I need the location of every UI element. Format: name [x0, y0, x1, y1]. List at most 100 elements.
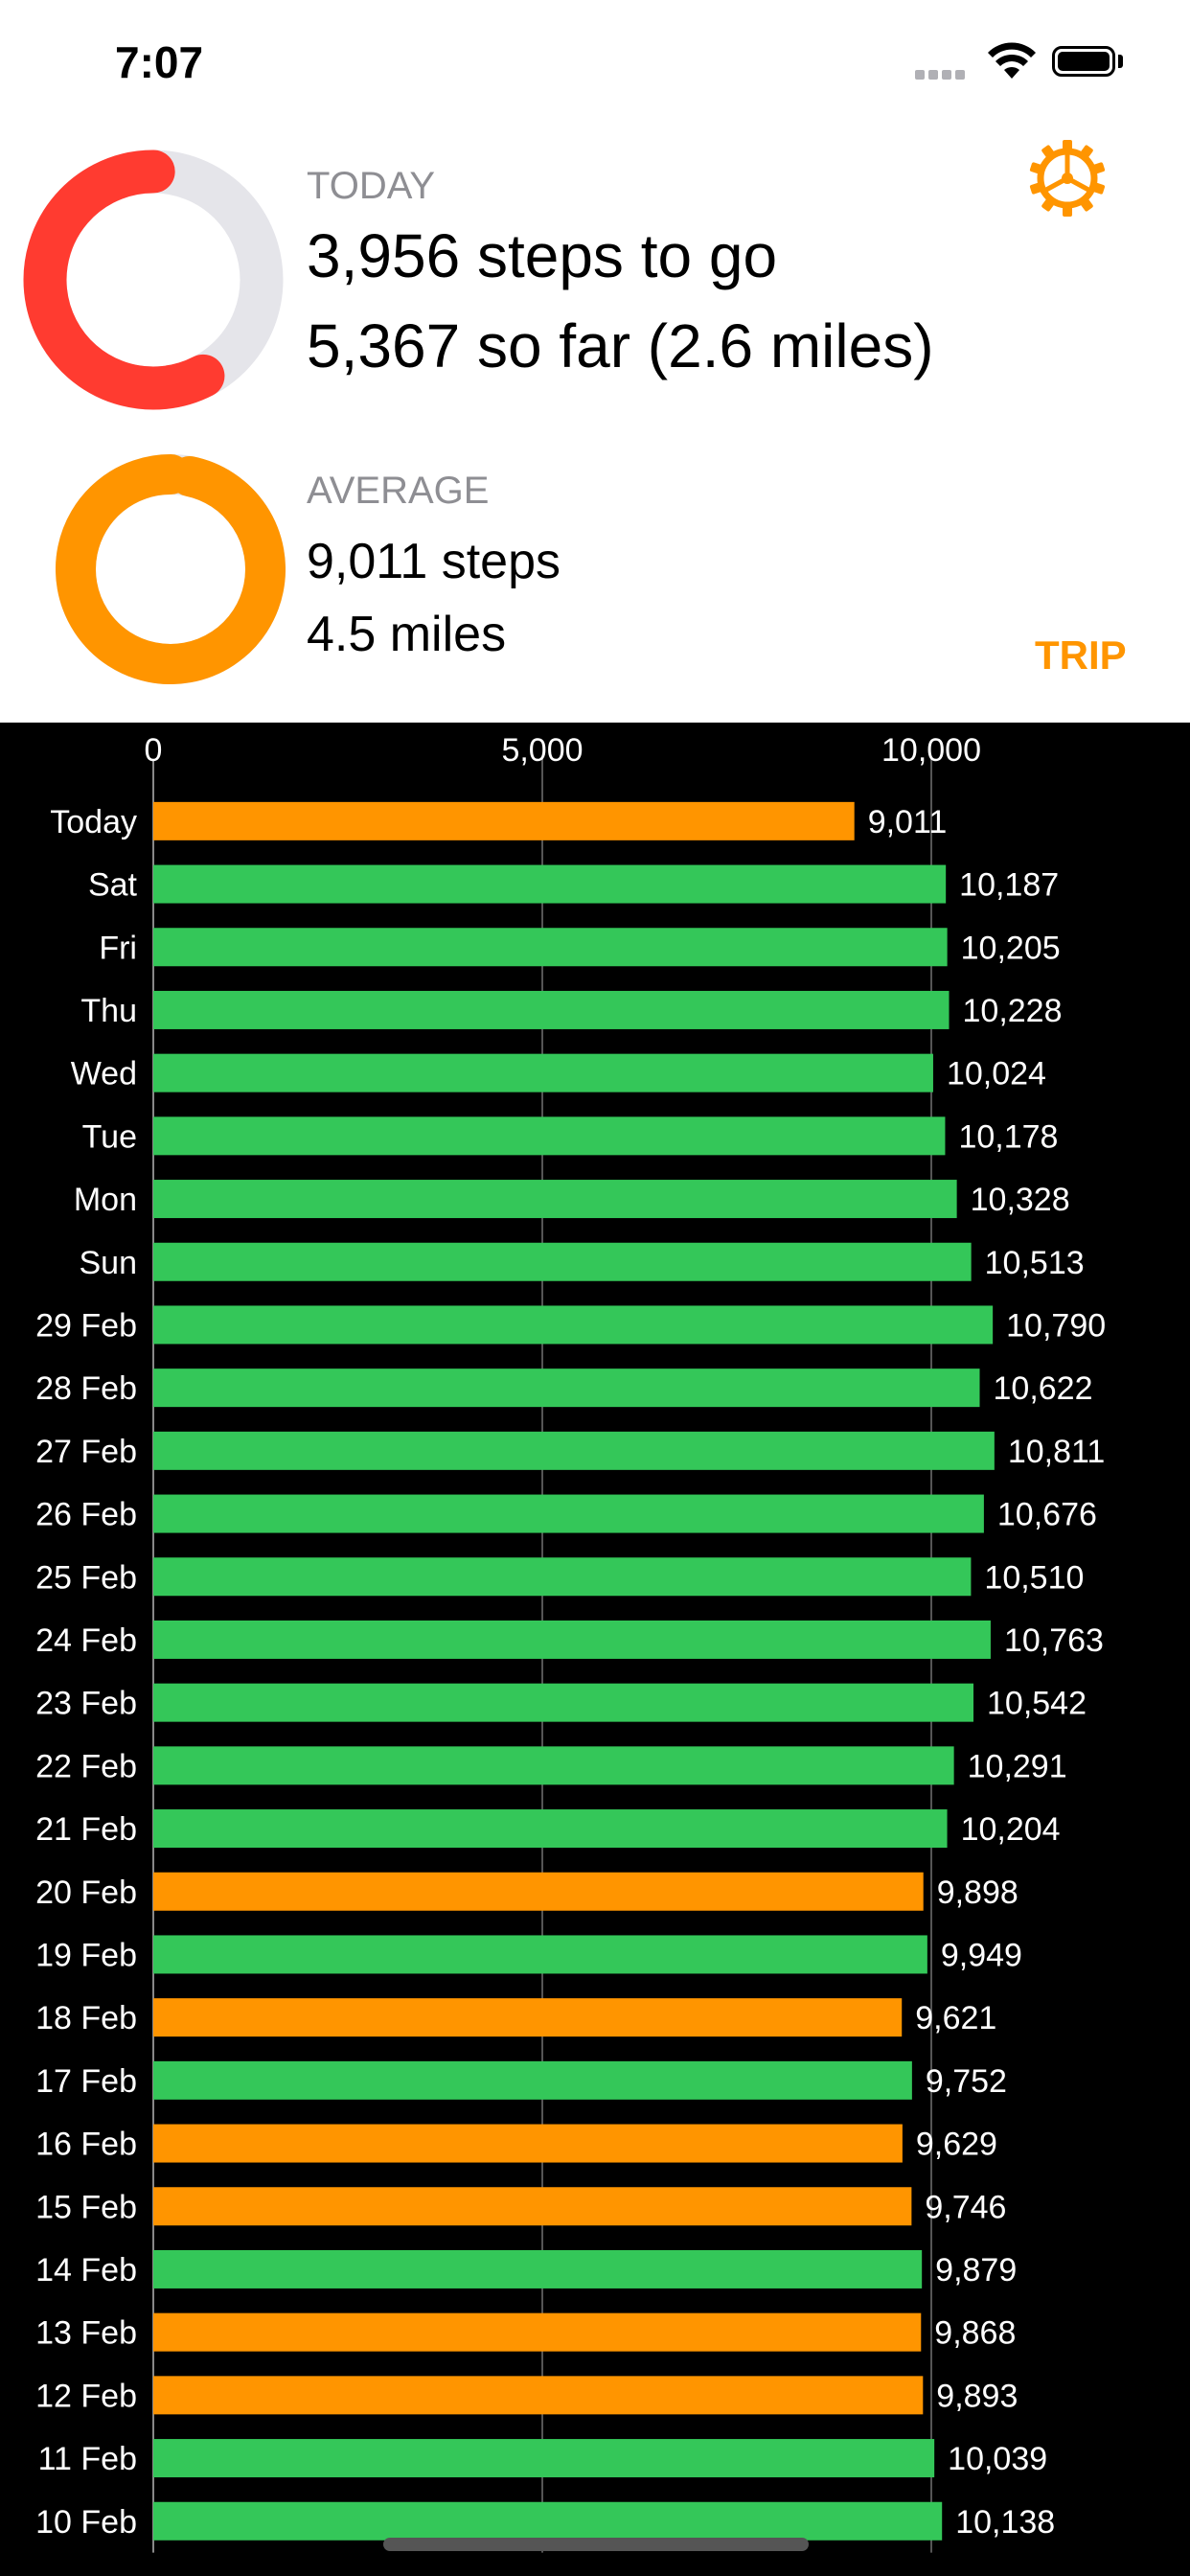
- value-label: 10,542: [987, 1686, 1087, 1722]
- category-label: Thu: [80, 993, 137, 1029]
- category-label: 10 Feb: [35, 2504, 137, 2541]
- bar: [153, 1620, 991, 1659]
- average-miles-text: 4.5 miles: [307, 607, 507, 662]
- value-label: 10,622: [994, 1370, 1093, 1407]
- bar: [153, 1305, 994, 1345]
- category-label: Tue: [82, 1118, 137, 1155]
- category-label: Mon: [74, 1182, 137, 1218]
- bar: [153, 801, 855, 840]
- category-label: Today: [50, 804, 137, 840]
- bar: [153, 2439, 935, 2478]
- value-label: 10,138: [955, 2504, 1055, 2541]
- value-label: 9,893: [936, 2378, 1018, 2414]
- steps-to-go-text: 3,956 steps to go: [307, 221, 778, 290]
- category-label: Fri: [99, 930, 137, 966]
- category-label: 12 Feb: [35, 2378, 137, 2414]
- value-label: 9,949: [941, 1937, 1022, 1973]
- category-label: 13 Feb: [35, 2315, 137, 2352]
- category-label: 16 Feb: [35, 2127, 137, 2163]
- steps-so-far-text: 5,367 so far (2.6 miles): [307, 311, 934, 380]
- bar: [153, 1116, 946, 1156]
- bar: [153, 1557, 972, 1597]
- average-progress-ring: [56, 454, 286, 684]
- category-label: 29 Feb: [35, 1307, 137, 1344]
- category-label: Sun: [80, 1245, 138, 1281]
- bar: [153, 2312, 922, 2352]
- category-label: 15 Feb: [35, 2189, 137, 2225]
- value-label: 10,763: [1004, 1622, 1104, 1659]
- value-label: 9,868: [934, 2315, 1016, 2352]
- bar: [153, 1809, 948, 1849]
- value-label: 10,328: [971, 1182, 1070, 1218]
- value-label: 10,024: [947, 1056, 1046, 1092]
- battery-tip: [1118, 55, 1123, 68]
- bar: [153, 1683, 974, 1722]
- bar: [153, 2060, 912, 2100]
- value-label: 10,291: [968, 1748, 1067, 1784]
- value-label: 10,513: [985, 1245, 1085, 1281]
- bar: [153, 2187, 912, 2226]
- value-label: 10,205: [961, 930, 1061, 966]
- value-label: 10,790: [1006, 1307, 1106, 1344]
- home-indicator[interactable]: [383, 2538, 809, 2551]
- category-label: 19 Feb: [35, 1937, 137, 1973]
- today-progress-arc: [23, 150, 284, 410]
- bar: [153, 1494, 984, 1533]
- bar: [153, 2376, 924, 2415]
- category-label: 28 Feb: [35, 1370, 137, 1407]
- value-label: 9,629: [916, 2127, 997, 2163]
- bar: [153, 1180, 957, 1219]
- bar: [153, 1872, 924, 1911]
- battery-icon: [1052, 46, 1115, 77]
- cellular-signal-icon: [915, 67, 969, 80]
- value-label: 10,178: [958, 1118, 1058, 1155]
- value-label: 9,879: [935, 2252, 1017, 2288]
- value-label: 10,676: [997, 1497, 1097, 1533]
- category-label: 20 Feb: [35, 1874, 137, 1911]
- bar: [153, 1431, 995, 1470]
- category-label: 27 Feb: [35, 1434, 137, 1470]
- bar: [153, 2124, 903, 2163]
- trip-button[interactable]: TRIP: [1035, 632, 1127, 678]
- category-label: 21 Feb: [35, 1811, 137, 1848]
- value-label: 10,228: [963, 993, 1063, 1029]
- average-progress-arc: [56, 454, 286, 684]
- bar: [153, 1935, 927, 1974]
- category-label: 25 Feb: [35, 1559, 137, 1596]
- average-label: AVERAGE: [307, 470, 490, 512]
- category-label: 17 Feb: [35, 2063, 137, 2100]
- bar: [153, 1746, 954, 1785]
- bar: [153, 1368, 980, 1408]
- value-label: 9,746: [925, 2189, 1006, 2225]
- average-steps-text: 9,011 steps: [307, 534, 561, 589]
- category-label: 24 Feb: [35, 1622, 137, 1659]
- gear-icon[interactable]: [1027, 138, 1108, 218]
- x-tick-label: 10,000: [881, 732, 981, 769]
- value-label: 10,039: [948, 2441, 1047, 2477]
- today-progress-ring: [23, 150, 284, 410]
- value-label: 10,811: [1008, 1434, 1105, 1470]
- x-tick-label: 0: [145, 732, 163, 769]
- bar: [153, 1998, 903, 2037]
- status-time: 7:07: [115, 37, 204, 87]
- bar: [153, 2249, 923, 2288]
- category-label: Wed: [71, 1056, 137, 1092]
- bar: [153, 1242, 972, 1281]
- bar: [153, 1053, 933, 1092]
- category-label: 14 Feb: [35, 2252, 137, 2288]
- category-label: 22 Feb: [35, 1748, 137, 1784]
- value-label: 9,011: [868, 804, 948, 840]
- wifi-icon: [988, 42, 1036, 79]
- value-label: 9,752: [926, 2063, 1007, 2100]
- daily-steps-chart[interactable]: 0 5,000 10,000 Today 9,011 Sat 10,187 Fri 10,205…: [0, 723, 1190, 2576]
- x-tick-label: 5,000: [501, 732, 583, 769]
- bar: [153, 864, 947, 904]
- category-label: 26 Feb: [35, 1497, 137, 1533]
- value-label: 10,510: [984, 1559, 1084, 1596]
- today-label: TODAY: [307, 165, 436, 207]
- bar: [153, 2501, 943, 2541]
- value-label: 9,898: [937, 1874, 1018, 1911]
- status-bar: 7:07: [0, 0, 1190, 134]
- bar: [153, 928, 948, 967]
- category-label: Sat: [88, 867, 138, 904]
